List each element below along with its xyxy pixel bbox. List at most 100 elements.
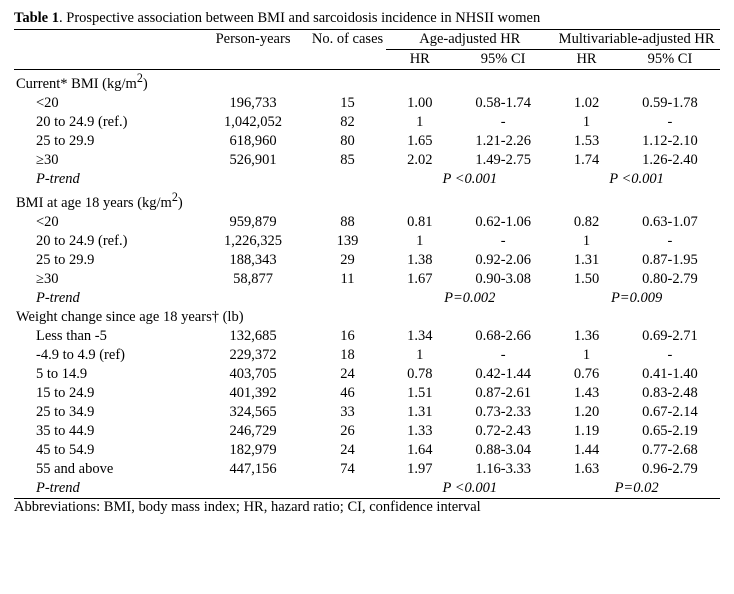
row-category: 20 to 24.9 (ref.): [14, 232, 197, 251]
row-person-years: 324,565: [197, 403, 308, 422]
ptrend-label: P-trend: [14, 170, 197, 189]
row-cases: 46: [309, 384, 387, 403]
row-mv-ci: 0.59-1.78: [620, 94, 720, 113]
row-age-ci: 0.58-1.74: [453, 94, 553, 113]
table-row: 20 to 24.9 (ref.)1,226,3251391-1-: [14, 232, 720, 251]
row-category: 45 to 54.9: [14, 441, 197, 460]
row-category: Less than -5: [14, 327, 197, 346]
table-row: 25 to 29.9188,343291.380.92-2.061.310.87…: [14, 251, 720, 270]
row-age-hr: 1.33: [386, 422, 453, 441]
row-mv-ci: 0.77-2.68: [620, 441, 720, 460]
row-mv-hr: 1.63: [553, 460, 620, 479]
row-category: <20: [14, 213, 197, 232]
title-rest: . Prospective association between BMI an…: [59, 10, 540, 26]
row-category: 15 to 24.9: [14, 384, 197, 403]
row-age-hr: 1: [386, 113, 453, 132]
row-category: -4.9 to 4.9 (ref): [14, 346, 197, 365]
row-cases: 139: [309, 232, 387, 251]
row-person-years: 403,705: [197, 365, 308, 384]
row-mv-ci: 0.96-2.79: [620, 460, 720, 479]
row-mv-ci: 0.83-2.48: [620, 384, 720, 403]
ptrend-label: P-trend: [14, 289, 197, 308]
row-person-years: 401,392: [197, 384, 308, 403]
table-head: Person-years No. of cases Age-adjusted H…: [14, 30, 720, 70]
row-mv-hr: 1.31: [553, 251, 620, 270]
row-category: 5 to 14.9: [14, 365, 197, 384]
table-title: Table 1. Prospective association between…: [14, 10, 720, 27]
ptrend-mv: P <0.001: [553, 170, 720, 189]
row-age-ci: -: [453, 113, 553, 132]
table-row: <20196,733151.000.58-1.741.020.59-1.78: [14, 94, 720, 113]
row-mv-hr: 1.20: [553, 403, 620, 422]
row-age-hr: 0.78: [386, 365, 453, 384]
results-table: Person-years No. of cases Age-adjusted H…: [14, 29, 720, 499]
row-mv-ci: -: [620, 346, 720, 365]
row-cases: 85: [309, 151, 387, 170]
row-age-ci: 0.72-2.43: [453, 422, 553, 441]
row-age-hr: 1.34: [386, 327, 453, 346]
row-age-ci: -: [453, 232, 553, 251]
row-age-ci: 1.49-2.75: [453, 151, 553, 170]
row-age-ci: 0.42-1.44: [453, 365, 553, 384]
row-age-ci: 0.68-2.66: [453, 327, 553, 346]
row-person-years: 188,343: [197, 251, 308, 270]
row-mv-hr: 1: [553, 346, 620, 365]
row-age-hr: 1: [386, 232, 453, 251]
ptrend-mv: P=0.02: [553, 479, 720, 499]
row-age-hr: 1.31: [386, 403, 453, 422]
row-mv-hr: 1.43: [553, 384, 620, 403]
row-cases: 18: [309, 346, 387, 365]
head-num-cases: No. of cases: [309, 30, 387, 70]
row-age-ci: 1.21-2.26: [453, 132, 553, 151]
row-age-hr: 1.38: [386, 251, 453, 270]
row-mv-hr: 1.74: [553, 151, 620, 170]
row-mv-ci: -: [620, 232, 720, 251]
row-person-years: 132,685: [197, 327, 308, 346]
row-age-ci: 0.73-2.33: [453, 403, 553, 422]
row-age-hr: 1: [386, 346, 453, 365]
row-cases: 16: [309, 327, 387, 346]
table-row: <20959,879880.810.62-1.060.820.63-1.07: [14, 213, 720, 232]
table-row: 55 and above447,156741.971.16-3.331.630.…: [14, 460, 720, 479]
row-person-years: 229,372: [197, 346, 308, 365]
row-age-hr: 2.02: [386, 151, 453, 170]
row-person-years: 196,733: [197, 94, 308, 113]
row-mv-hr: 1.53: [553, 132, 620, 151]
row-age-ci: -: [453, 346, 553, 365]
table-row: 15 to 24.9401,392461.510.87-2.611.430.83…: [14, 384, 720, 403]
row-age-hr: 1.00: [386, 94, 453, 113]
row-cases: 24: [309, 441, 387, 460]
row-category: 25 to 29.9: [14, 132, 197, 151]
row-age-ci: 0.90-3.08: [453, 270, 553, 289]
table-row: 45 to 54.9182,979241.640.88-3.041.440.77…: [14, 441, 720, 460]
ptrend-age: P <0.001: [386, 479, 553, 499]
head-ci-2: 95% CI: [620, 50, 720, 70]
row-cases: 24: [309, 365, 387, 384]
ptrend-age: P=0.002: [386, 289, 553, 308]
row-mv-ci: 0.87-1.95: [620, 251, 720, 270]
row-age-hr: 1.67: [386, 270, 453, 289]
row-age-ci: 0.88-3.04: [453, 441, 553, 460]
row-person-years: 526,901: [197, 151, 308, 170]
table-row: 35 to 44.9246,729261.330.72-2.431.190.65…: [14, 422, 720, 441]
abbreviations: Abbreviations: BMI, body mass index; HR,…: [14, 499, 720, 516]
ptrend-mv: P=0.009: [553, 289, 720, 308]
row-mv-hr: 0.76: [553, 365, 620, 384]
table-row: -4.9 to 4.9 (ref)229,372181-1-: [14, 346, 720, 365]
section-label: Current* BMI (kg/m2): [14, 70, 720, 94]
row-mv-ci: 0.65-2.19: [620, 422, 720, 441]
table-row: ≥30526,901852.021.49-2.751.741.26-2.40: [14, 151, 720, 170]
row-category: 25 to 34.9: [14, 403, 197, 422]
row-mv-hr: 1: [553, 113, 620, 132]
title-bold: Table 1: [14, 10, 59, 26]
row-age-hr: 1.64: [386, 441, 453, 460]
row-mv-hr: 1.36: [553, 327, 620, 346]
row-age-ci: 0.92-2.06: [453, 251, 553, 270]
table-row: 25 to 29.9618,960801.651.21-2.261.531.12…: [14, 132, 720, 151]
row-category: <20: [14, 94, 197, 113]
row-person-years: 246,729: [197, 422, 308, 441]
head-mv-adj: Multivariable-adjusted HR: [553, 30, 720, 50]
row-cases: 26: [309, 422, 387, 441]
row-cases: 15: [309, 94, 387, 113]
row-mv-ci: 1.26-2.40: [620, 151, 720, 170]
